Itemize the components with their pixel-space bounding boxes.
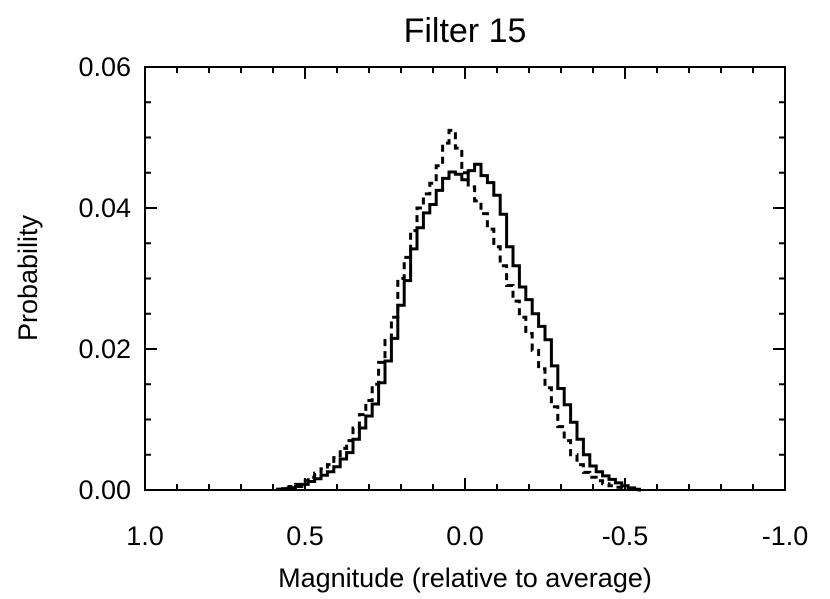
- chart-title: Filter 15: [404, 12, 527, 50]
- series-line: [276, 162, 641, 491]
- y-tick-label: 0.00: [78, 475, 131, 505]
- x-tick-label: 1.0: [126, 521, 164, 551]
- x-tick-label: 0.5: [286, 521, 324, 551]
- x-tick-label: -1.0: [762, 521, 809, 551]
- plot-frame: [144, 66, 786, 491]
- x-tick-label: 0.0: [446, 521, 484, 551]
- x-axis-label: Magnitude (relative to average): [278, 563, 652, 593]
- x-tick-label: -0.5: [602, 521, 649, 551]
- y-axis-label: Probability: [13, 214, 43, 341]
- y-tick-label: 0.02: [78, 334, 131, 364]
- series-dashed: [276, 128, 641, 492]
- series-line: [276, 128, 641, 492]
- series-solid: [276, 162, 641, 491]
- y-tick-label: 0.06: [78, 52, 131, 82]
- y-tick-label: 0.04: [78, 193, 131, 223]
